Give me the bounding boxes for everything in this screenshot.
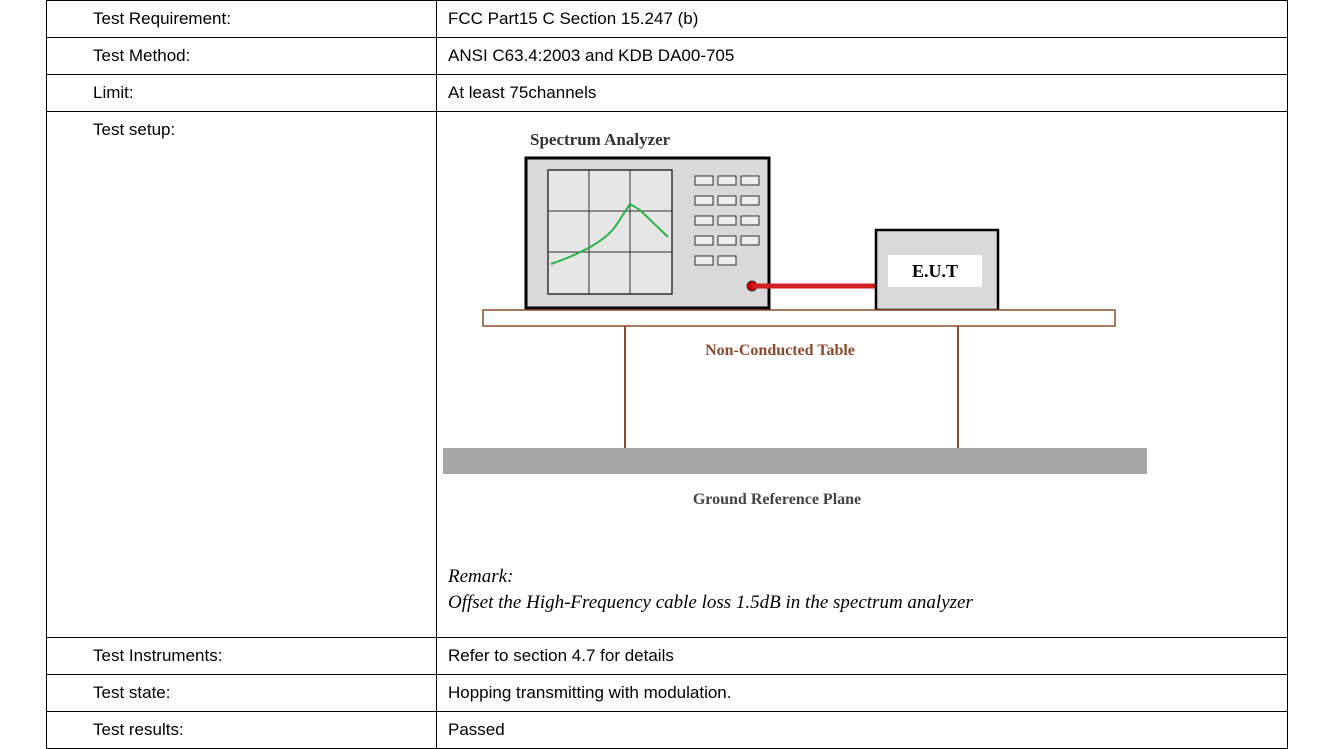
setup-cell: Spectrum Analyzer E.U.T Non-Conducted Tabl… — [436, 111, 1288, 638]
row-value: Hopping transmitting with modulation. — [436, 674, 1288, 712]
analyzer-label: Spectrum Analyzer — [530, 130, 671, 149]
setup-diagram: Spectrum Analyzer E.U.T Non-Conducted Tabl… — [443, 130, 1147, 508]
row-label: Test setup: — [46, 111, 437, 638]
row-label: Test state: — [46, 674, 437, 712]
button — [694, 255, 714, 266]
remark-heading: Remark: — [448, 566, 514, 587]
row-label: Test results: — [46, 711, 437, 749]
button — [694, 195, 714, 206]
row-label: Limit: — [46, 74, 437, 112]
button — [694, 235, 714, 246]
row-value: FCC Part15 C Section 15.247 (b) — [436, 0, 1288, 38]
button — [740, 175, 760, 186]
button — [694, 215, 714, 226]
button — [717, 235, 737, 246]
row-label: Test Requirement: — [46, 0, 437, 38]
row-label: Test Instruments: — [46, 637, 437, 675]
button — [740, 195, 760, 206]
row-value: Passed — [436, 711, 1288, 749]
ground-plane — [443, 448, 1147, 474]
remark: Offset the High-Frequency cable loss 1.5… — [448, 592, 973, 613]
row-value: At least 75channels — [436, 74, 1288, 112]
table-top — [482, 309, 1116, 327]
button — [717, 195, 737, 206]
button — [740, 235, 760, 246]
button — [694, 175, 714, 186]
eut-tag — [888, 255, 982, 287]
button — [717, 255, 737, 266]
button — [740, 215, 760, 226]
ground-label: Ground Reference Plane — [693, 491, 861, 508]
eut-label: E.U.T — [912, 261, 958, 281]
button — [717, 175, 737, 186]
row-label: Test Method: — [46, 37, 437, 75]
row-value: ANSI C63.4:2003 and KDB DA00-705 — [436, 37, 1288, 75]
trace — [550, 202, 669, 265]
row-value: Refer to section 4.7 for details — [436, 637, 1288, 675]
button — [717, 215, 737, 226]
table-label: Non-Conducted Table — [705, 342, 855, 359]
